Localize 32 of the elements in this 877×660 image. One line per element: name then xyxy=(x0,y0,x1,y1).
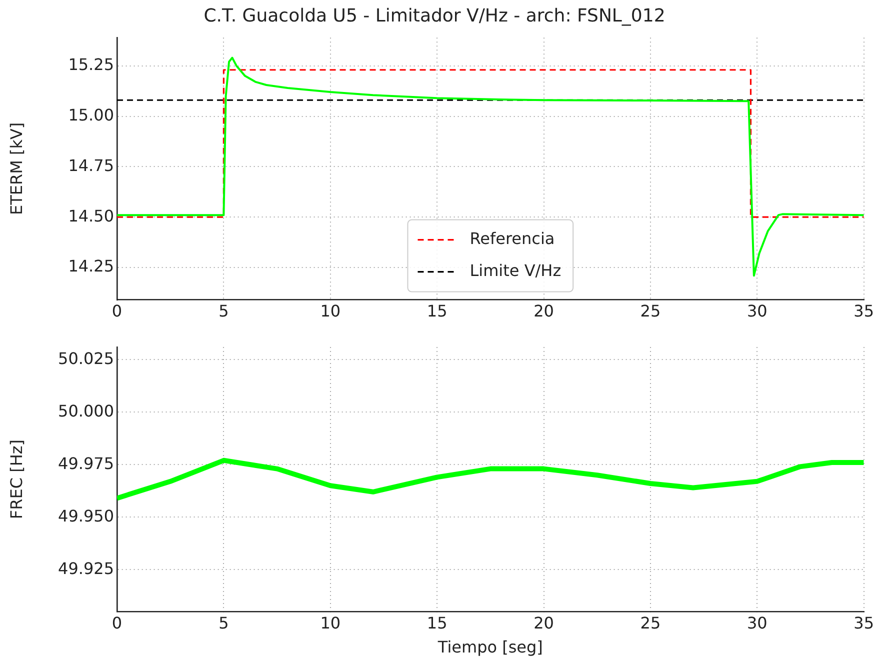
x-tick-label: 30 xyxy=(746,613,768,632)
y-tick-label: 14.75 xyxy=(68,156,114,175)
x-tick-label: 15 xyxy=(426,613,448,632)
legend-label: Referencia xyxy=(470,228,555,248)
x-tick-label: 20 xyxy=(534,302,554,321)
legend-label: Limite V/Hz xyxy=(470,260,562,280)
x-tick-label: 20 xyxy=(534,613,554,632)
y-tick-label: 49.975 xyxy=(58,454,114,473)
x-axis-title: Tiempo [seg] xyxy=(436,638,543,657)
y-tick-label: 15.00 xyxy=(68,105,114,124)
x-tick-label: 0 xyxy=(112,613,122,632)
x-tick-label: 25 xyxy=(640,613,661,632)
y-tick-label: 14.25 xyxy=(68,256,114,276)
y-tick-label: 49.925 xyxy=(58,558,114,578)
y-axis-title: FREC [Hz] xyxy=(6,439,26,520)
x-tick-label: 5 xyxy=(218,613,229,632)
y-axis-title: ETERM [kV] xyxy=(6,122,26,216)
x-tick-label: 25 xyxy=(640,302,661,321)
chart-title: C.T. Guacolda U5 - Limitador V/Hz - arch: FSNL_012 xyxy=(204,5,666,26)
y-tick-label: 15.25 xyxy=(68,54,114,74)
x-tick-label: 10 xyxy=(320,302,341,321)
x-tick-label: 15 xyxy=(426,302,448,321)
x-tick-label: 35 xyxy=(854,302,874,321)
x-tick-label: 30 xyxy=(746,302,768,321)
x-tick-label: 10 xyxy=(320,613,341,632)
x-tick-label: 0 xyxy=(112,302,122,321)
x-tick-label: 35 xyxy=(854,613,874,632)
x-tick-label: 5 xyxy=(218,302,229,321)
y-tick-label: 50.000 xyxy=(58,401,114,420)
y-tick-label: 14.50 xyxy=(68,206,114,226)
y-tick-label: 49.950 xyxy=(58,506,114,526)
y-tick-label: 50.025 xyxy=(58,348,114,368)
